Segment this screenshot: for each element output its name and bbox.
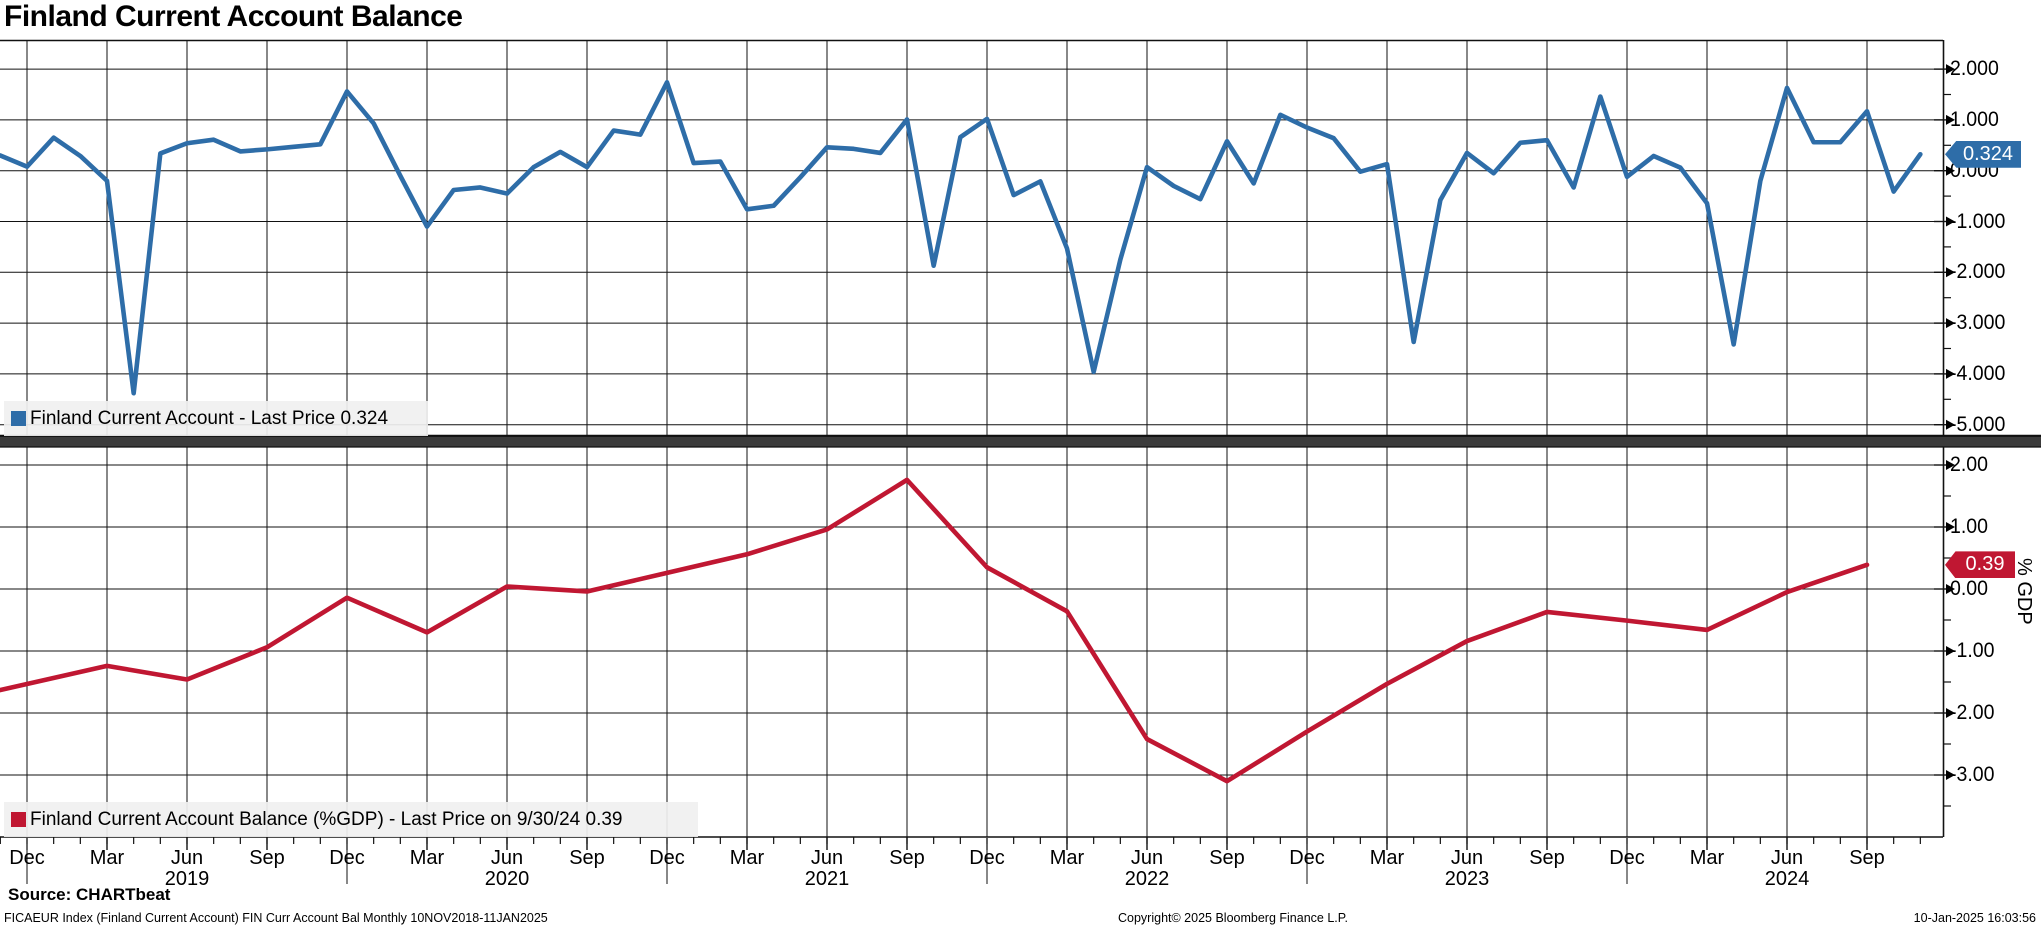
x-axis-month-label: Jun	[1130, 847, 1164, 869]
page-title: Finland Current Account Balance	[4, 0, 463, 33]
last-price-badge-bottom[interactable]: 0.39	[1945, 551, 2015, 579]
x-axis-year-label: 2022	[1124, 868, 1170, 890]
x-axis-month-label: Dec	[1289, 847, 1325, 869]
x-axis-month-label: Sep	[1529, 847, 1565, 869]
copyright-note: Copyright© 2025 Bloomberg Finance L.P.	[1118, 911, 1348, 925]
axis-tick-label: -3.000	[1950, 311, 2006, 335]
legend-top-series[interactable]: Finland Current Account - Last Price 0.3…	[4, 401, 428, 436]
x-axis-month-label: Mar	[729, 847, 765, 869]
x-axis-month-label: Sep	[1849, 847, 1885, 869]
right-axis-title: % GDP	[2013, 558, 2035, 625]
source-note: Source: CHARTbeat	[8, 885, 171, 904]
x-axis-month-label: Dec	[969, 847, 1005, 869]
axis-tick-label: -2.000	[1950, 260, 2006, 284]
x-axis-month-label: Jun	[810, 847, 844, 869]
axis-tick-label: -1.00	[1950, 639, 1995, 662]
x-axis-month-label: Mar	[89, 847, 125, 869]
axis-tick-label: -3.00	[1950, 763, 1995, 786]
x-axis-month-label: Sep	[569, 847, 605, 869]
axis-tick-label: -1.000	[1950, 209, 2006, 233]
last-price-badge-top[interactable]: 0.324	[1945, 140, 2021, 168]
x-axis-year-label: 2024	[1764, 868, 1810, 890]
x-axis-year-label: 2021	[804, 868, 850, 890]
x-axis-year-label: 2023	[1444, 868, 1490, 890]
x-axis-month-label: Sep	[889, 847, 925, 869]
x-axis-month-label: Mar	[1049, 847, 1085, 869]
axis-tick-label: 2.00	[1950, 453, 1989, 476]
x-axis-month-label: Mar	[1369, 847, 1405, 869]
red-series-swatch-icon	[11, 812, 26, 827]
legend-top-label: Finland Current Account - Last Price 0.3…	[30, 407, 389, 429]
x-axis-month-label: Mar	[409, 847, 445, 869]
axis-tick-label: 2.000	[1950, 57, 1999, 81]
axis-tick-label: 1.00	[1950, 515, 1989, 538]
axis-tick-label: -2.00	[1950, 701, 1995, 724]
x-axis-month-label: Jun	[490, 847, 524, 869]
x-axis-month-label: Dec	[649, 847, 685, 869]
legend-bottom-label: Finland Current Account Balance (%GDP) -…	[30, 808, 623, 830]
blue-series-swatch-icon	[11, 411, 26, 426]
x-axis-year-label: 2020	[484, 868, 530, 890]
x-axis-year-label: 2019	[164, 868, 210, 890]
x-axis-month-label: Mar	[1689, 847, 1725, 869]
x-axis-month-label: Dec	[329, 847, 365, 869]
x-axis-month-label: Sep	[249, 847, 285, 869]
axis-tick-label: -5.000	[1950, 412, 2006, 436]
x-axis-month-label: Dec	[1609, 847, 1645, 869]
x-axis-month-label: Dec	[9, 847, 45, 869]
legend-bottom-series[interactable]: Finland Current Account Balance (%GDP) -…	[4, 802, 698, 837]
x-axis-month-label: Jun	[170, 847, 204, 869]
x-axis-month-label: Sep	[1209, 847, 1245, 869]
axis-tick-label: -4.000	[1950, 361, 2006, 385]
axis-tick-label: 0.00	[1950, 577, 1989, 600]
timestamp: 10-Jan-2025 16:03:56	[1913, 911, 2036, 925]
x-axis-month-label: Jun	[1450, 847, 1484, 869]
x-axis-month-label: Jun	[1770, 847, 1804, 869]
axis-tick-label: 1.000	[1950, 107, 1999, 131]
ticker-description: FICAEUR Index (Finland Current Account) …	[4, 911, 548, 925]
